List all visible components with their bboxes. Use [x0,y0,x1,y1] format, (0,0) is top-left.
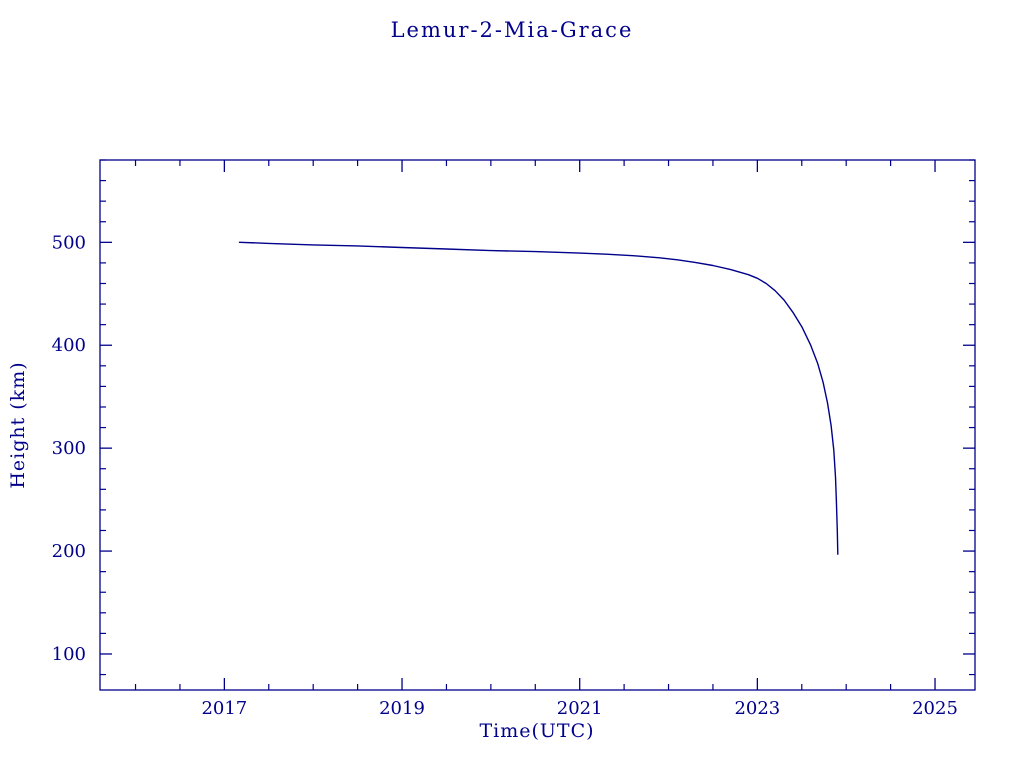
x-tick-label: 2023 [734,698,780,719]
y-tick-label: 500 [52,232,86,253]
y-tick-label: 200 [52,541,86,562]
x-axis-label: Time(UTC) [479,720,595,742]
plot-frame [99,159,976,691]
y-tick-label: 100 [52,644,86,665]
x-tick-label: 2017 [201,698,247,719]
x-tick-label: 2019 [379,698,425,719]
y-tick-label: 300 [52,438,86,459]
chart-title: Lemur-2-Mia-Grace [390,18,634,42]
y-tick-label: 400 [52,335,86,356]
x-tick-label: 2025 [912,698,958,719]
x-tick-label: 2021 [557,698,603,719]
data-line [238,241,839,555]
